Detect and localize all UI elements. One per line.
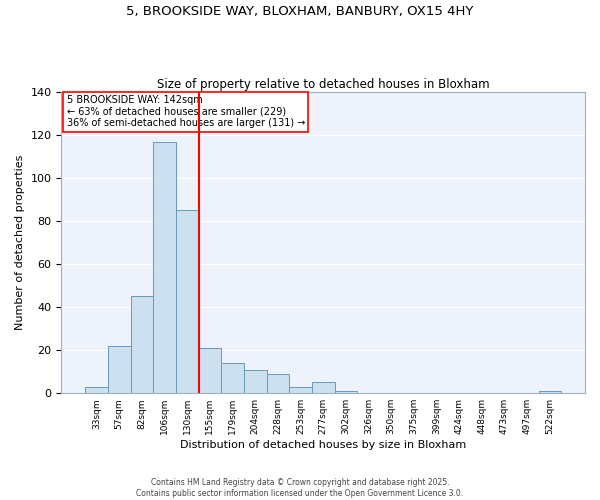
Bar xyxy=(312,382,335,393)
Bar xyxy=(176,210,199,393)
Title: Size of property relative to detached houses in Bloxham: Size of property relative to detached ho… xyxy=(157,78,490,91)
Text: 5 BROOKSIDE WAY: 142sqm
← 63% of detached houses are smaller (229)
36% of semi-d: 5 BROOKSIDE WAY: 142sqm ← 63% of detache… xyxy=(67,95,305,128)
Bar xyxy=(108,346,131,393)
Text: 5, BROOKSIDE WAY, BLOXHAM, BANBURY, OX15 4HY: 5, BROOKSIDE WAY, BLOXHAM, BANBURY, OX15… xyxy=(127,5,473,18)
Bar xyxy=(221,363,244,393)
Text: Contains HM Land Registry data © Crown copyright and database right 2025.
Contai: Contains HM Land Registry data © Crown c… xyxy=(136,478,464,498)
Bar xyxy=(289,387,312,393)
Bar xyxy=(335,391,357,393)
Bar xyxy=(85,387,108,393)
Bar xyxy=(199,348,221,393)
Bar xyxy=(266,374,289,393)
X-axis label: Distribution of detached houses by size in Bloxham: Distribution of detached houses by size … xyxy=(180,440,466,450)
Y-axis label: Number of detached properties: Number of detached properties xyxy=(15,155,25,330)
Bar xyxy=(131,296,153,393)
Bar xyxy=(539,391,561,393)
Bar xyxy=(153,142,176,393)
Bar xyxy=(244,370,266,393)
